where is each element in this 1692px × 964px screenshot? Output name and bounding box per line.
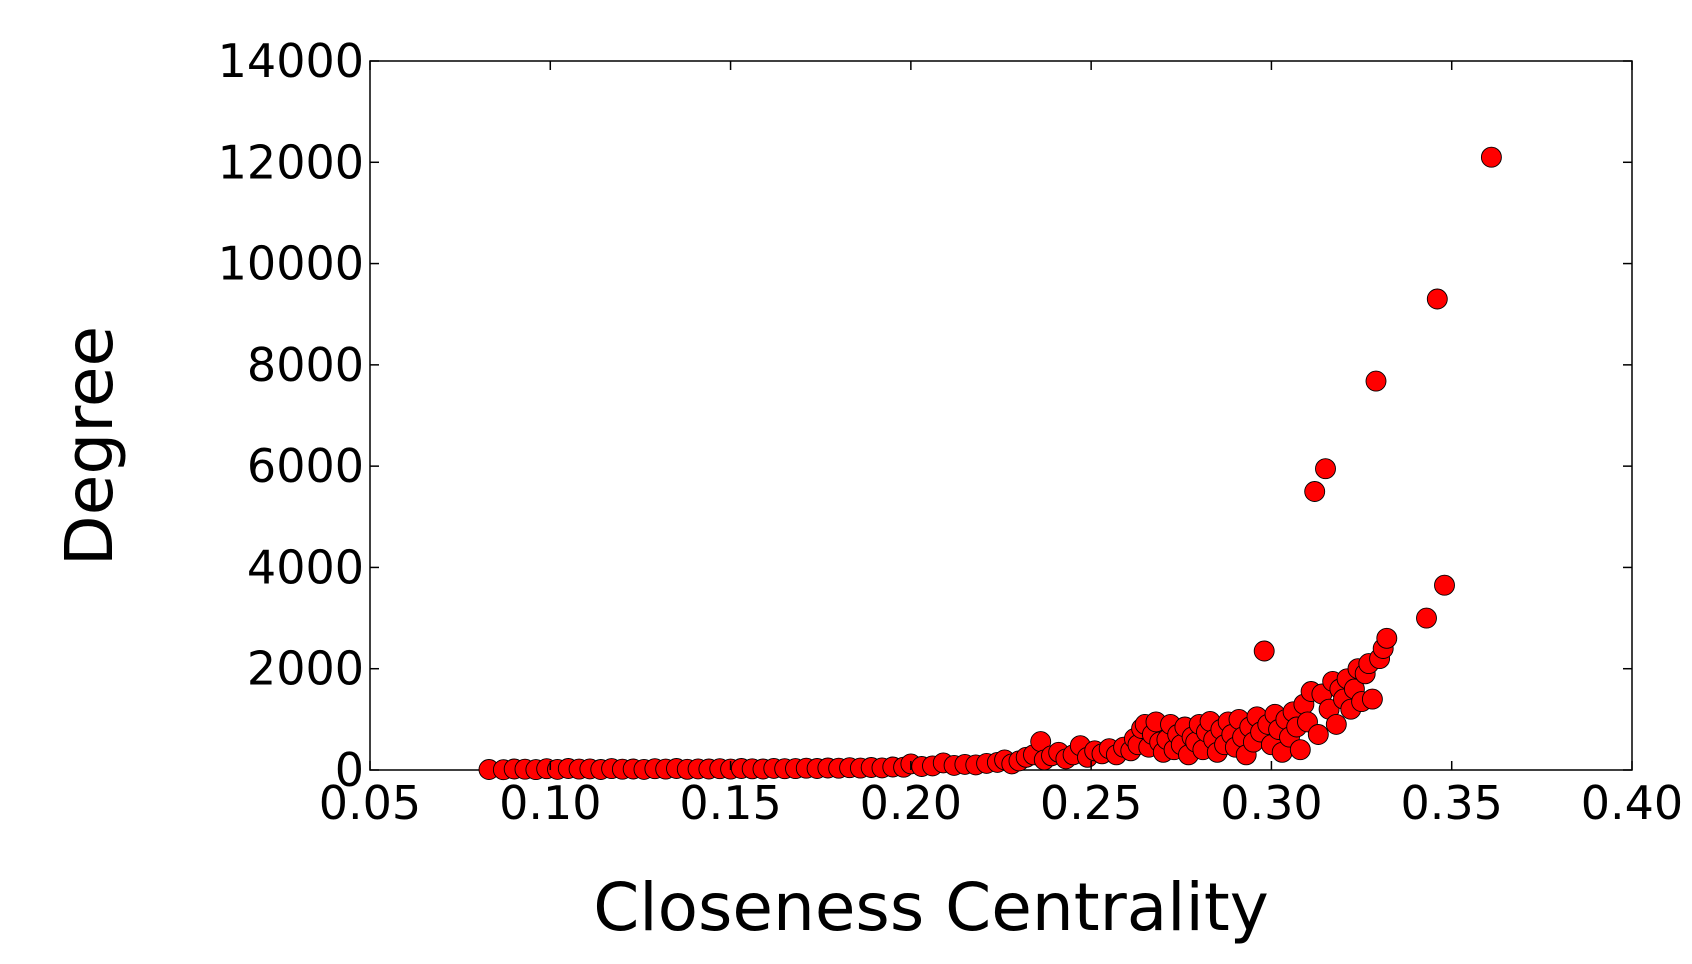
x-tick-label: 0.30 bbox=[1220, 776, 1322, 830]
y-tick-label: 14000 bbox=[218, 34, 364, 88]
scatter-point bbox=[1289, 739, 1311, 761]
scatter-point bbox=[1480, 146, 1502, 168]
y-axis-title: Degree bbox=[51, 326, 128, 566]
scatter-point bbox=[1315, 458, 1336, 480]
y-tick-label: 4000 bbox=[247, 540, 364, 594]
x-tick-label: 0.05 bbox=[319, 776, 421, 830]
scatter-point bbox=[1434, 574, 1455, 596]
x-axis-title: Closeness Centrality bbox=[593, 869, 1269, 946]
y-tick-label: 10000 bbox=[218, 237, 364, 291]
y-tick-label: 2000 bbox=[247, 642, 364, 696]
y-tick-label: 0 bbox=[335, 743, 364, 797]
x-tick-label: 0.15 bbox=[679, 776, 781, 830]
points-layer bbox=[478, 146, 1502, 781]
x-tick-label: 0.20 bbox=[860, 776, 962, 830]
x-tick-label: 0.25 bbox=[1040, 776, 1142, 830]
y-tick-label: 8000 bbox=[247, 338, 364, 392]
scatter-point bbox=[1365, 370, 1387, 392]
scatter-point bbox=[1304, 481, 1326, 502]
x-tick-label: 0.35 bbox=[1401, 776, 1503, 830]
x-tick-label: 0.10 bbox=[499, 776, 601, 830]
plot-area-frame bbox=[369, 60, 1633, 771]
scatter-point bbox=[1361, 688, 1383, 710]
scatter-point bbox=[1253, 640, 1275, 662]
scatter-point bbox=[1325, 713, 1347, 735]
y-tick-label: 6000 bbox=[247, 439, 364, 493]
scatter-point bbox=[1416, 607, 1437, 629]
y-tick-label: 12000 bbox=[218, 135, 364, 189]
scatter-point bbox=[1376, 627, 1398, 649]
scatter-point bbox=[1307, 724, 1329, 745]
ticks-layer: 0.05 0.10 0.15 0.20 0.25 0.30 0.35 0.40 0 2000 400… bbox=[218, 34, 1684, 830]
scatter-point bbox=[1426, 288, 1448, 310]
x-tick-label: 0.40 bbox=[1581, 776, 1683, 830]
